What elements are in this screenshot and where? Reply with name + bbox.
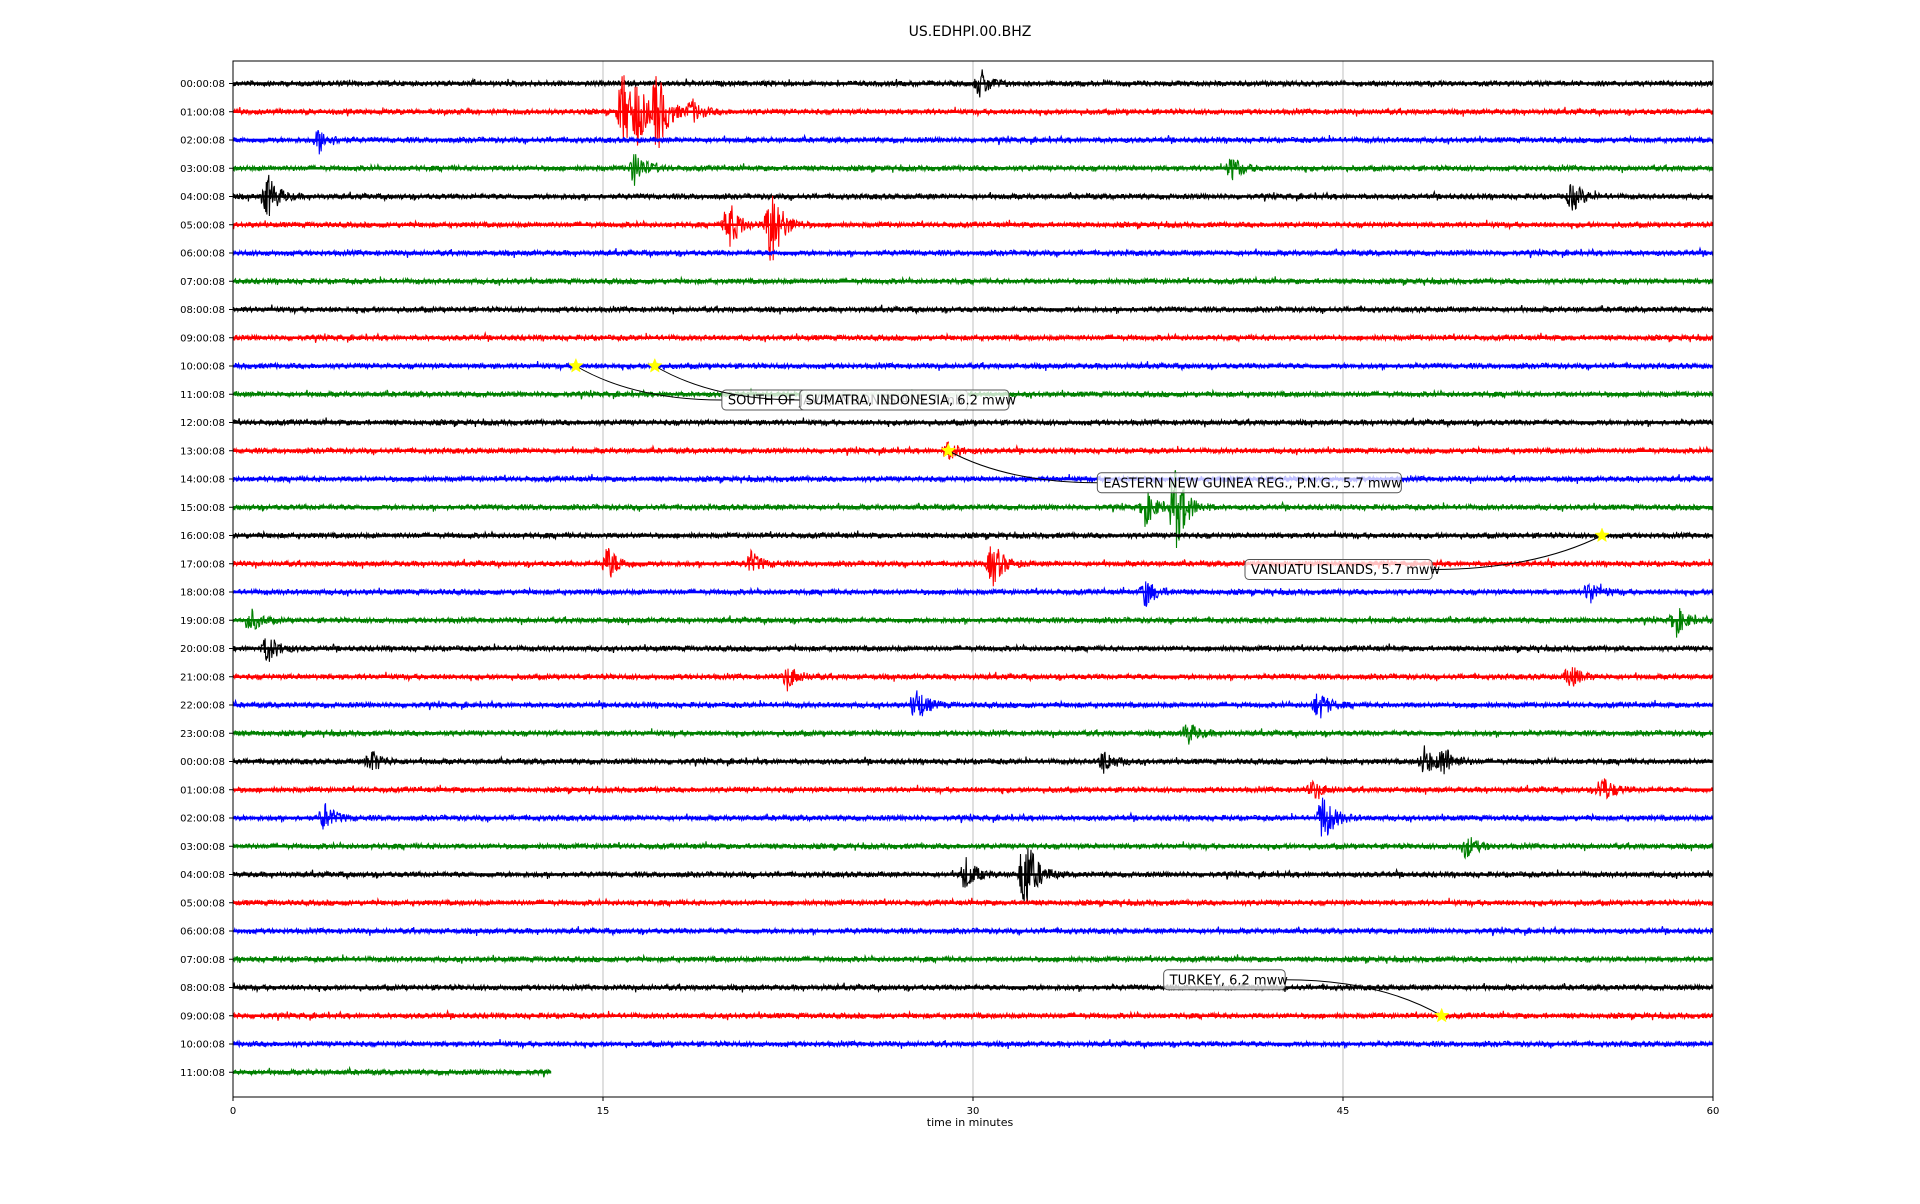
y-tick-label-35: 11:00:08 (180, 1068, 225, 1079)
y-tick-label-6: 06:00:08 (180, 249, 225, 260)
y-tick-label-25: 01:00:08 (180, 785, 225, 796)
y-tick-label-34: 10:00:08 (180, 1040, 225, 1051)
event-star-1 (1594, 527, 1610, 543)
event-star-2 (1433, 1007, 1450, 1023)
event-label-4: SUMATRA, INDONESIA, 6.2 mww (806, 394, 1017, 409)
trace-row-15 (232, 470, 1714, 549)
y-tick-label-7: 07:00:08 (180, 277, 225, 288)
y-tick-label-0: 00:00:08 (180, 79, 225, 90)
event-connector-0 (948, 450, 1098, 484)
event-annotations: EASTERN NEW GUINEA REG., P.N.G., 5.7 mww… (568, 357, 1610, 1023)
y-tick-label-10: 10:00:08 (180, 362, 225, 373)
trace-layer (232, 69, 1714, 1078)
event-label-box-2 (1163, 969, 1286, 991)
x-tick-label-3: 45 (1337, 1106, 1350, 1117)
event-label-1: VANUATU ISLANDS, 5.7 mww (1251, 563, 1441, 578)
y-tick-label-14: 14:00:08 (180, 475, 225, 486)
grid-lines (602, 61, 1344, 1097)
event-star-4 (647, 357, 663, 373)
x-axis-label: time in minutes (927, 1116, 1014, 1129)
y-tick-label-13: 13:00:08 (180, 446, 225, 457)
chart-title: US.EDHPI.00.BHZ (909, 24, 1032, 40)
x-tick-label-1: 15 (597, 1106, 610, 1117)
y-tick-label-19: 19:00:08 (180, 616, 225, 627)
y-tick-label-11: 11:00:08 (180, 390, 225, 401)
y-tick-label-27: 03:00:08 (180, 842, 225, 853)
y-tick-label-4: 04:00:08 (180, 192, 225, 203)
y-tick-label-12: 12:00:08 (180, 418, 225, 429)
y-tick-label-30: 06:00:08 (180, 927, 225, 938)
y-tick-label-28: 04:00:08 (180, 870, 225, 881)
event-label-box-4 (799, 389, 1010, 411)
x-tick-labels: 0 15 30 45 60 (230, 1097, 1720, 1117)
y-tick-label-23: 23:00:08 (180, 729, 225, 740)
y-tick-label-20: 20:00:08 (180, 644, 225, 655)
event-label-2: TURKEY, 6.2 mww (1169, 973, 1289, 988)
event-connector-3 (575, 365, 722, 401)
y-tick-label-26: 02:00:08 (180, 814, 225, 825)
event-label-box-1 (1244, 559, 1433, 580)
y-tick-label-33: 09:00:08 (180, 1011, 225, 1022)
y-tick-label-3: 03:00:08 (180, 164, 225, 175)
y-tick-label-9: 09:00:08 (180, 333, 225, 344)
x-tick-label-4: 60 (1707, 1106, 1720, 1117)
y-tick-label-5: 05:00:08 (180, 220, 225, 231)
y-tick-label-22: 22:00:08 (180, 701, 225, 712)
trace-row-10 (232, 360, 1714, 372)
event-connector-4 (654, 365, 800, 401)
event-connector-2 (1285, 979, 1442, 1017)
event-star-0 (940, 442, 957, 458)
y-tick-label-32: 08:00:08 (180, 983, 225, 994)
y-tick-label-31: 07:00:08 (180, 955, 225, 966)
y-tick-label-15: 15:00:08 (180, 503, 225, 514)
y-tick-label-8: 08:00:08 (180, 305, 225, 316)
x-tick-label-0: 0 (230, 1106, 236, 1117)
y-tick-label-18: 18:00:08 (180, 588, 225, 599)
event-star-3 (568, 357, 584, 373)
y-tick-label-2: 02:00:08 (180, 136, 225, 147)
event-label-box-0 (1096, 472, 1402, 494)
x-tick-label-2: 30 (967, 1106, 980, 1117)
y-tick-labels: 00:00:08 01:00:08 02:00:08 03:00:08 04:00:08… (180, 79, 233, 1079)
y-tick-label-24: 00:00:08 (180, 757, 225, 768)
y-tick-label-17: 17:00:08 (180, 559, 225, 570)
y-tick-label-29: 05:00:08 (180, 898, 225, 909)
event-label-0: EASTERN NEW GUINEA REG., P.N.G., 5.7 mww (1103, 476, 1402, 491)
event-connector-1 (1432, 535, 1603, 570)
y-tick-label-21: 21:00:08 (180, 672, 225, 683)
y-tick-label-1: 01:00:08 (180, 107, 225, 118)
y-tick-label-16: 16:00:08 (180, 531, 225, 542)
